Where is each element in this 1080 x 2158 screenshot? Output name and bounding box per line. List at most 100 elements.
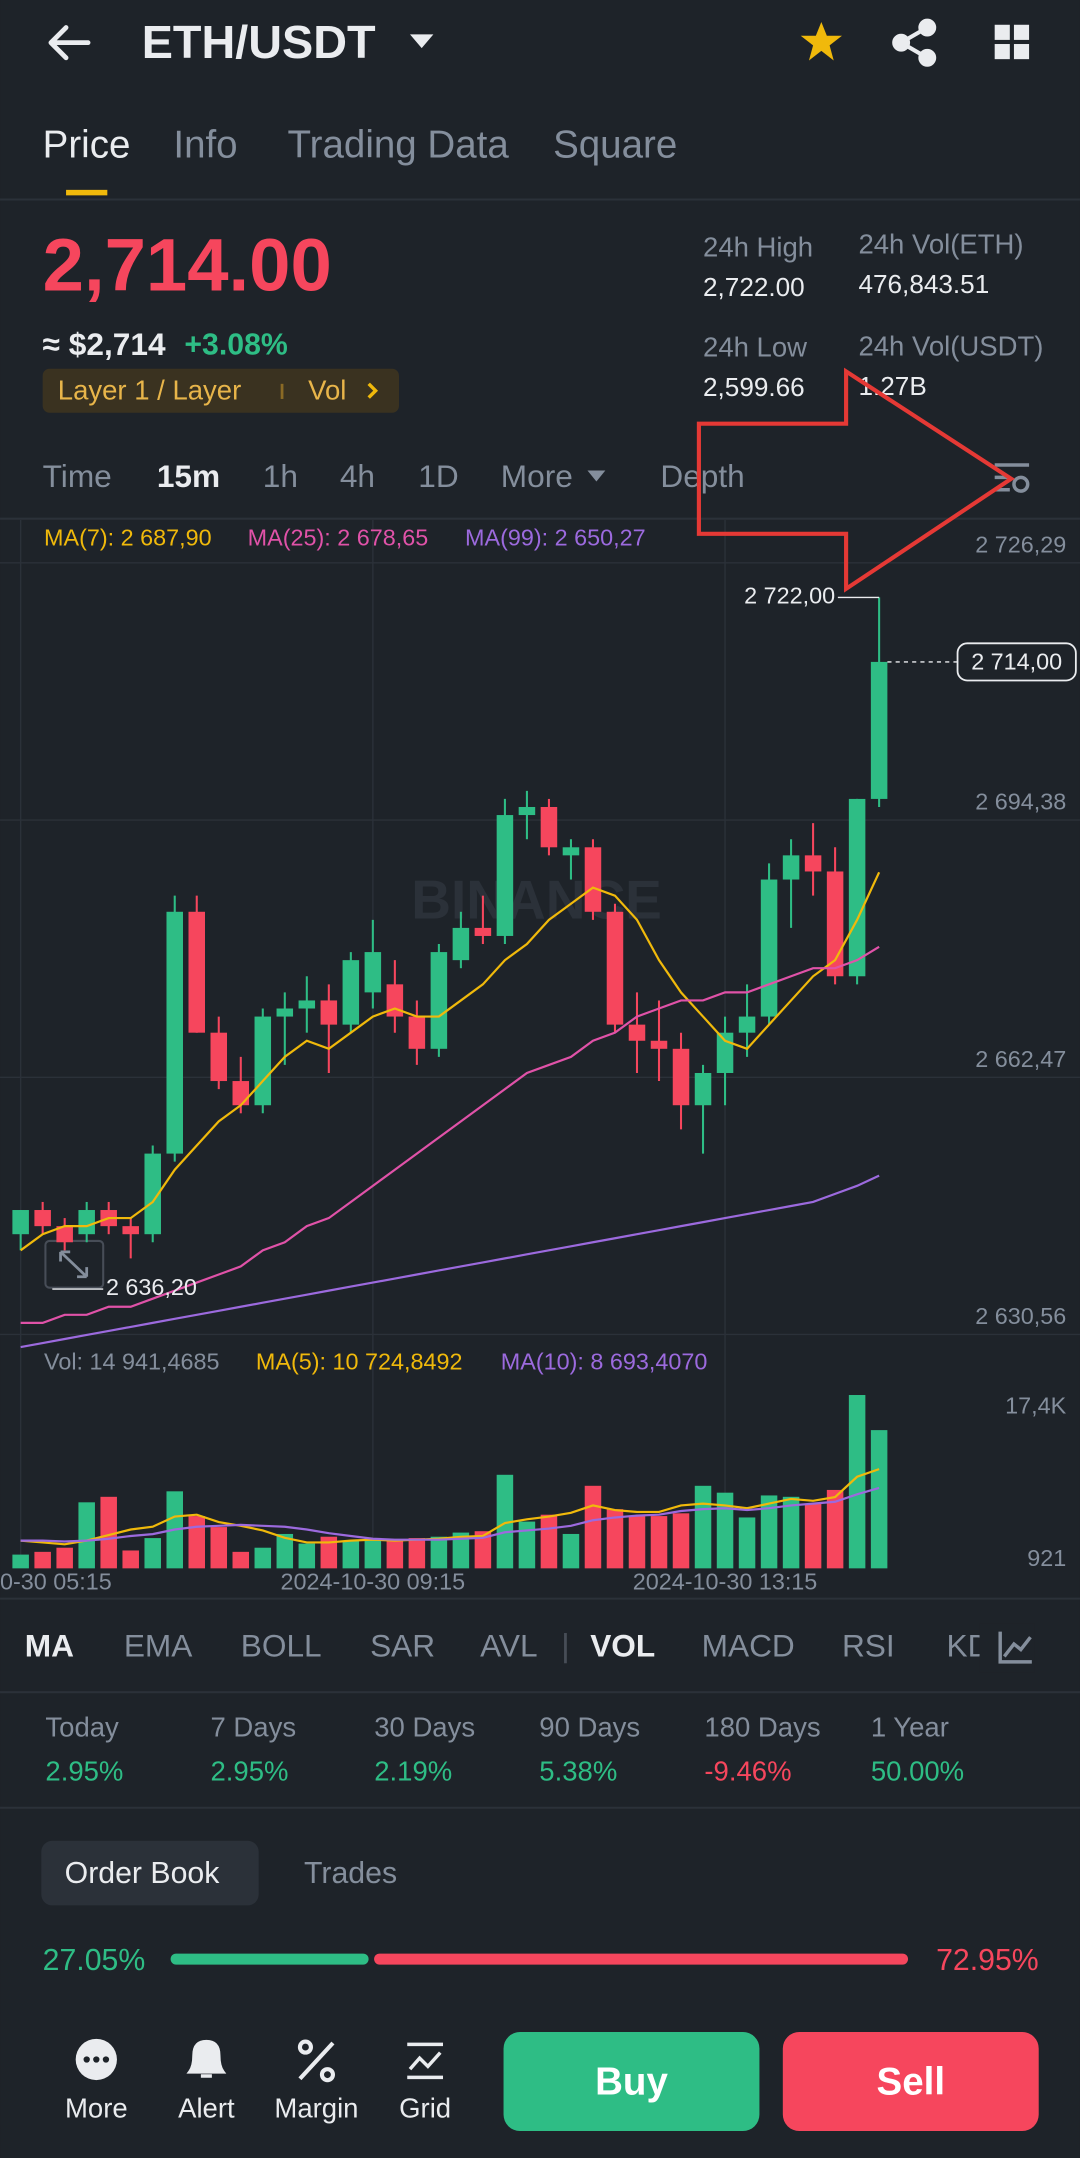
tag[interactable]: Layer 1 / Layer bbox=[58, 374, 241, 405]
candle-body bbox=[584, 847, 602, 912]
candle-body bbox=[716, 1032, 734, 1073]
volume-bar bbox=[870, 1430, 888, 1569]
indicator[interactable]: RSI bbox=[842, 1628, 895, 1664]
indicator-settings[interactable] bbox=[998, 1631, 1032, 1664]
indicator[interactable]: MA bbox=[25, 1628, 74, 1664]
volume-ma-line bbox=[20, 1486, 880, 1543]
candle-body bbox=[738, 1016, 756, 1033]
volume-bar bbox=[804, 1503, 822, 1569]
legend-entry: MA(10): 8 693,4070 bbox=[501, 1349, 708, 1375]
interval[interactable]: 1D bbox=[418, 458, 458, 494]
ask-ratio: 72.95% bbox=[936, 1944, 1039, 1977]
favorite-star[interactable] bbox=[800, 22, 842, 61]
bar-label[interactable]: Alert bbox=[178, 2093, 235, 2124]
interval[interactable]: Depth bbox=[660, 458, 744, 494]
grid-icon[interactable] bbox=[407, 2042, 444, 2080]
tag[interactable]: Vol bbox=[308, 374, 346, 405]
period-label: 30 Days bbox=[374, 1712, 475, 1743]
sell-button[interactable] bbox=[782, 2031, 1039, 2132]
expand-icon bbox=[59, 1250, 89, 1279]
volume-bar bbox=[364, 1538, 382, 1569]
candle-body bbox=[782, 855, 800, 880]
candle-body bbox=[210, 1032, 228, 1082]
fade bbox=[979, 1623, 1035, 1673]
candle-body bbox=[78, 1210, 95, 1235]
indicator[interactable]: BOLL bbox=[241, 1628, 322, 1664]
indicator[interactable]: MACD bbox=[702, 1628, 795, 1664]
indicator[interactable]: AVL bbox=[480, 1628, 537, 1664]
ratio-bar bbox=[170, 1953, 909, 1965]
stat-label: 24h High bbox=[703, 231, 813, 262]
pair-title[interactable]: ETH/USDT bbox=[142, 16, 376, 68]
candle-body bbox=[826, 871, 844, 977]
period-label: Today bbox=[45, 1712, 119, 1743]
interval[interactable]: Time bbox=[43, 458, 112, 494]
y-tick-label: 2 726,29 bbox=[975, 531, 1066, 557]
candle-body bbox=[628, 1024, 646, 1041]
tab[interactable]: Price bbox=[43, 123, 131, 166]
interval[interactable]: More bbox=[501, 458, 573, 494]
volume-bar bbox=[672, 1513, 690, 1569]
buy-label[interactable]: Buy bbox=[595, 2060, 668, 2103]
candle-body bbox=[386, 984, 404, 1017]
grid-menu[interactable] bbox=[994, 24, 1030, 60]
ask-bar bbox=[374, 1953, 909, 1965]
candle-body bbox=[254, 1016, 272, 1106]
tab[interactable]: Trading Data bbox=[288, 123, 510, 166]
candle-body bbox=[496, 815, 514, 936]
indicator[interactable]: VOL bbox=[590, 1628, 655, 1664]
y-tick-label: 2 694,38 bbox=[975, 789, 1066, 815]
volume-tick-label: 921 bbox=[1027, 1545, 1066, 1571]
expand-button[interactable] bbox=[44, 1239, 105, 1289]
volume-bar bbox=[738, 1517, 756, 1569]
interval[interactable]: 15m bbox=[157, 458, 220, 494]
tab[interactable]: Info bbox=[173, 123, 237, 166]
more-dropdown[interactable] bbox=[587, 470, 606, 482]
share-button[interactable] bbox=[892, 18, 937, 67]
candle-body bbox=[760, 879, 778, 1017]
volume-bar bbox=[650, 1516, 668, 1569]
candle-body bbox=[122, 1226, 139, 1235]
bar-label[interactable]: More bbox=[65, 2093, 128, 2124]
volume-bar bbox=[122, 1550, 139, 1569]
volume-bar bbox=[760, 1495, 778, 1569]
indicator[interactable]: SAR bbox=[370, 1628, 435, 1664]
book-tab[interactable]: Order Book bbox=[65, 1857, 221, 1890]
volume-bar bbox=[496, 1474, 514, 1569]
bar-label[interactable]: Grid bbox=[399, 2093, 451, 2124]
bar-label[interactable]: Margin bbox=[274, 2093, 358, 2124]
more-icon[interactable] bbox=[75, 2038, 117, 2081]
margin-icon[interactable] bbox=[297, 2039, 336, 2083]
volume-bar bbox=[320, 1536, 338, 1569]
candle-body bbox=[364, 952, 382, 993]
candle-body bbox=[232, 1081, 250, 1106]
volume-bar bbox=[408, 1538, 426, 1569]
chart-settings[interactable] bbox=[994, 463, 1030, 493]
tab-indicator bbox=[66, 189, 108, 196]
back-button[interactable] bbox=[48, 25, 91, 61]
interval[interactable]: 4h bbox=[340, 458, 375, 494]
interval[interactable]: 1h bbox=[263, 458, 298, 494]
indicator[interactable]: EMA bbox=[124, 1628, 193, 1664]
sell-label[interactable]: Sell bbox=[877, 2060, 946, 2103]
candle-body bbox=[694, 1072, 712, 1106]
stat-value: 2,722.00 bbox=[703, 272, 805, 302]
candle-body bbox=[804, 855, 822, 872]
period-label: 7 Days bbox=[211, 1712, 297, 1743]
candle-body bbox=[848, 798, 866, 977]
alert-icon[interactable] bbox=[186, 2039, 227, 2078]
buy-button[interactable] bbox=[503, 2031, 760, 2132]
book-tab[interactable]: Trades bbox=[304, 1857, 397, 1890]
candle-body bbox=[606, 911, 624, 1025]
tag-chevron bbox=[367, 382, 379, 399]
pair-dropdown[interactable] bbox=[409, 34, 434, 49]
volume-bar bbox=[694, 1485, 712, 1569]
period-label: 180 Days bbox=[704, 1712, 820, 1743]
volume-bar bbox=[562, 1533, 580, 1569]
candle-body bbox=[540, 806, 558, 848]
tab[interactable]: Square bbox=[553, 123, 677, 166]
tab-bg bbox=[41, 1840, 259, 1906]
annotation-arrow bbox=[696, 367, 1015, 593]
candle-body bbox=[298, 1000, 316, 1009]
